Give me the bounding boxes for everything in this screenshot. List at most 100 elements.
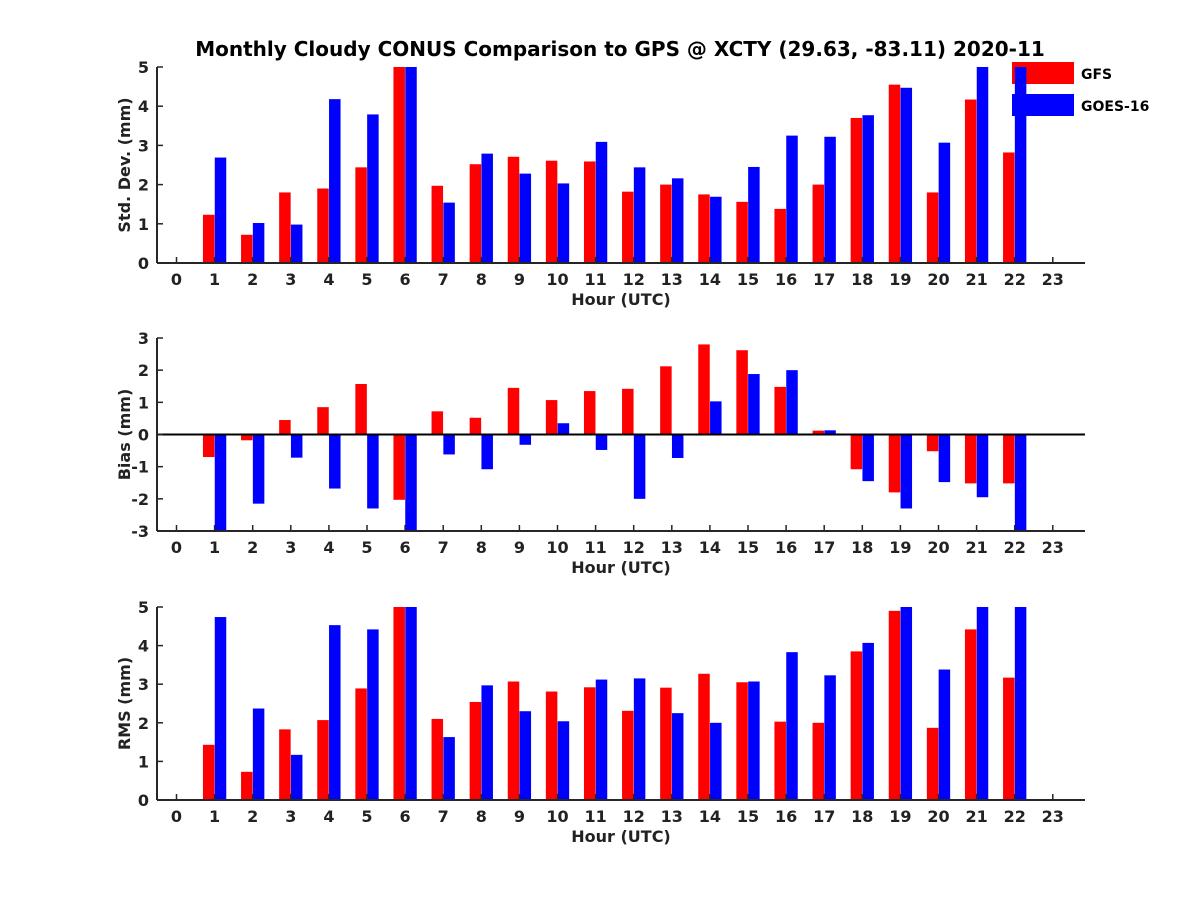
bar-goes16-hour-3 [290,754,303,800]
x-tick-label: 0 [171,270,182,289]
bar-gfs-hour-15 [736,201,748,263]
bar-gfs-hour-8 [469,417,482,435]
bar-goes16-hour-15 [748,681,760,800]
y-tick-label: 2 [138,714,149,733]
x-tick-label: 22 [1004,807,1026,826]
x-tick-label: 10 [546,270,568,289]
bar-goes16-hour-21 [976,607,989,800]
x-tick-label: 17 [813,270,835,289]
x-tick-label: 18 [851,807,873,826]
bar-gfs-hour-5 [355,167,367,263]
bar-gfs-hour-1 [202,744,215,800]
bar-gfs-hour-8 [469,701,482,800]
bar-goes16-hour-8 [481,153,493,263]
x-axis-label: Hour (UTC) [571,558,671,577]
x-tick-label: 2 [247,538,258,557]
x-tick-label: 4 [323,807,334,826]
legend-label-goes16: GOES-16 [1081,99,1149,115]
bar-goes16-hour-6 [405,607,417,800]
bar-gfs-hour-19 [888,434,901,493]
x-tick-label: 20 [927,270,949,289]
bar-goes16-hour-14 [710,722,722,800]
x-tick-label: 18 [851,538,873,557]
bar-gfs-hour-7 [431,718,444,800]
bar-goes16-hour-19 [900,607,913,800]
bar-goes16-hour-3 [290,434,303,458]
bar-goes16-hour-2 [252,434,265,504]
bar-gfs-hour-12 [622,191,634,263]
x-tick-label: 9 [514,538,525,557]
x-tick-label: 14 [699,807,721,826]
bar-gfs-hour-10 [545,691,558,800]
bar-gfs-hour-7 [431,411,444,435]
bar-goes16-hour-17 [824,136,836,263]
bar-goes16-hour-15 [748,166,760,263]
x-tick-label: 8 [476,807,487,826]
y-tick-label: 1 [138,393,149,412]
bar-goes16-hour-19 [900,434,913,509]
bar-goes16-hour-11 [595,434,608,450]
y-tick-label: 3 [138,329,149,348]
bar-gfs-hour-17 [812,722,825,800]
x-tick-label: 1 [209,538,220,557]
bar-gfs-hour-5 [355,688,367,800]
bar-goes16-hour-20 [938,669,951,800]
bar-gfs-hour-14 [698,673,710,800]
bar-gfs-hour-17 [812,184,825,263]
bar-goes16-hour-12 [633,167,646,263]
x-axis-label: Hour (UTC) [571,827,671,846]
bar-goes16-hour-9 [519,434,532,445]
bar-goes16-hour-3 [290,224,303,263]
x-tick-label: 7 [438,807,449,826]
bar-gfs-hour-21 [964,99,977,263]
bar-gfs-hour-8 [469,164,482,263]
bar-goes16-hour-22 [1014,607,1027,800]
y-axis-label: Std. Dev. (mm) [115,97,134,232]
y-tick-label: 2 [138,361,149,380]
x-tick-label: 17 [813,807,835,826]
x-tick-label: 8 [476,538,487,557]
legend-swatch-gfs [1012,62,1074,84]
x-tick-label: 1 [209,807,220,826]
bar-goes16-hour-11 [595,141,608,263]
x-tick-label: 0 [171,807,182,826]
x-tick-label: 19 [889,538,911,557]
bar-goes16-hour-20 [938,434,951,483]
bar-goes16-hour-4 [329,434,341,489]
bar-goes16-hour-12 [633,434,646,499]
bar-gfs-hour-9 [507,681,520,800]
bar-goes16-hour-7 [443,202,455,263]
bar-goes16-hour-5 [367,629,379,800]
bar-goes16-hour-6 [405,67,417,263]
x-tick-label: 23 [1042,538,1064,557]
bar-gfs-hour-20 [926,727,939,800]
bar-gfs-hour-12 [622,710,634,800]
bar-goes16-hour-21 [976,67,989,263]
bar-gfs-hour-20 [926,434,939,452]
bar-gfs-hour-4 [317,720,329,800]
x-tick-label: 22 [1004,270,1026,289]
bar-gfs-hour-6 [393,434,405,500]
x-tick-label: 21 [965,807,987,826]
bar-goes16-hour-21 [976,434,989,498]
bar-goes16-hour-12 [633,678,646,800]
y-tick-label: 4 [138,97,149,116]
x-tick-label: 0 [171,538,182,557]
bar-goes16-hour-2 [252,708,265,800]
bar-gfs-hour-3 [279,729,291,800]
bar-goes16-hour-16 [786,135,798,263]
legend-swatch-goes16 [1012,94,1074,116]
bar-goes16-hour-10 [557,423,570,435]
y-tick-label: 3 [138,675,149,694]
bar-goes16-hour-19 [900,87,913,263]
bar-gfs-hour-2 [241,434,253,441]
x-tick-label: 16 [775,270,797,289]
x-tick-label: 19 [889,270,911,289]
bar-goes16-hour-13 [671,178,684,263]
bar-gfs-hour-22 [1003,677,1015,800]
x-tick-label: 1 [209,270,220,289]
bar-goes16-hour-9 [519,711,532,800]
bar-goes16-hour-11 [595,679,608,800]
bar-goes16-hour-18 [862,434,874,482]
